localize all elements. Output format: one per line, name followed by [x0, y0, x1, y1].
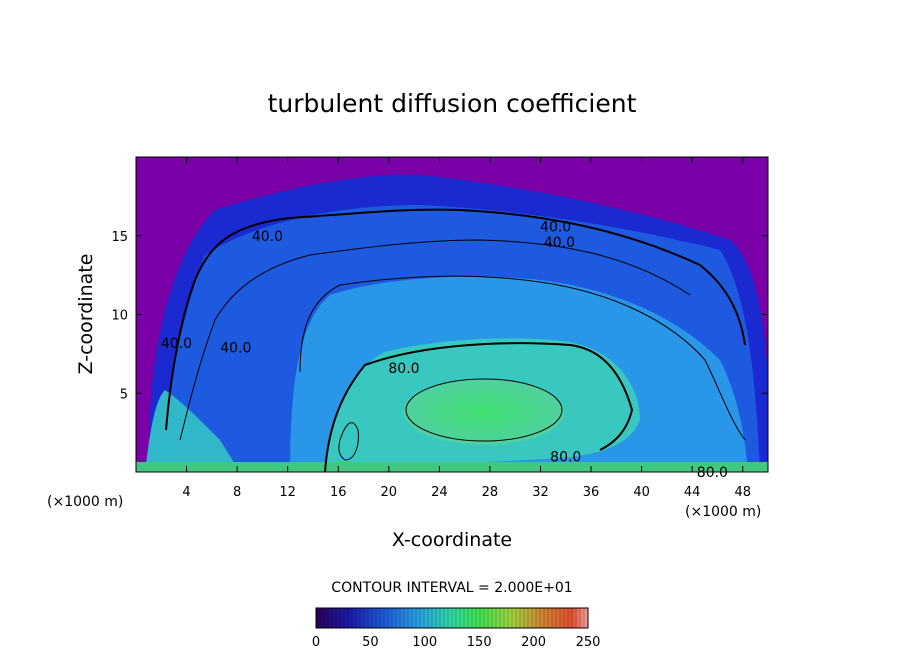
colorbar: 0 50 100 150 200 250 [312, 607, 601, 650]
x-tick-label: 28 [482, 485, 499, 500]
contour-label: 40.0 [161, 336, 192, 352]
y-tick-label: 10 [111, 309, 128, 324]
y-axis-label: Z-coordinate [75, 254, 97, 375]
colorbar-stripes [319, 608, 585, 628]
x-tick-label: 12 [279, 485, 296, 500]
contour-label: 40.0 [540, 219, 571, 235]
x-unit-right: (×1000 m) [685, 504, 761, 520]
contour-label: 40.0 [252, 229, 283, 245]
contour-label: 80.0 [388, 361, 419, 377]
chart-title: turbulent diffusion coefficient [268, 89, 637, 118]
colorbar-tick-label: 100 [412, 635, 437, 650]
colorbar-tick-label: 50 [362, 635, 379, 650]
colorbar-fill [316, 608, 588, 628]
x-tick-label: 36 [583, 485, 600, 500]
contour-40-outer [165, 208, 746, 431]
field-max-core [404, 379, 564, 445]
x-unit-left: (×1000 m) [47, 494, 123, 510]
y-tick-label: 5 [120, 387, 128, 402]
x-tick-label: 20 [381, 485, 398, 500]
colorbar-tick-layer: 0 50 100 150 200 250 [312, 635, 601, 650]
x-axis-label: X-coordinate [392, 529, 512, 551]
colorbar-tick-label: 150 [467, 635, 492, 650]
y-tick-layer: 5 10 15 [111, 230, 768, 402]
x-tick-label: 32 [532, 485, 549, 500]
contour-100 [405, 378, 563, 442]
x-tick-label: 8 [233, 485, 241, 500]
field-bottom-band [136, 462, 768, 472]
contour-label-layer: 40.040.040.040.0 40.080.080.080.0 [161, 219, 728, 481]
colorbar-frame [315, 607, 589, 629]
contour-label: 80.0 [550, 449, 581, 465]
x-tick-label: 16 [330, 485, 347, 500]
contour-label: 80.0 [697, 465, 728, 481]
colorbar-tick-label: 200 [521, 635, 546, 650]
contour-60 [299, 275, 746, 441]
x-tick-layer: 4 8 12 16 20 24 28 32 36 40 44 48 [182, 157, 751, 500]
contour-label: 40.0 [220, 341, 251, 357]
x-tick-label: 44 [684, 485, 701, 500]
contour-left-lobe [338, 422, 359, 461]
contour-40-inner [179, 239, 691, 441]
x-tick-label: 4 [182, 485, 190, 500]
contour-label: 40.0 [544, 235, 575, 251]
x-tick-label: 24 [431, 485, 448, 500]
plot-area [136, 157, 768, 472]
contour-interval-text: CONTOUR INTERVAL = 2.000E+01 [331, 580, 572, 596]
colorbar-tick-label: 250 [576, 635, 601, 650]
x-tick-label: 48 [734, 485, 751, 500]
contour-80 [324, 342, 634, 472]
colorbar-tick-label: 0 [312, 635, 320, 650]
y-tick-label: 15 [111, 230, 128, 245]
x-tick-label: 40 [633, 485, 650, 500]
